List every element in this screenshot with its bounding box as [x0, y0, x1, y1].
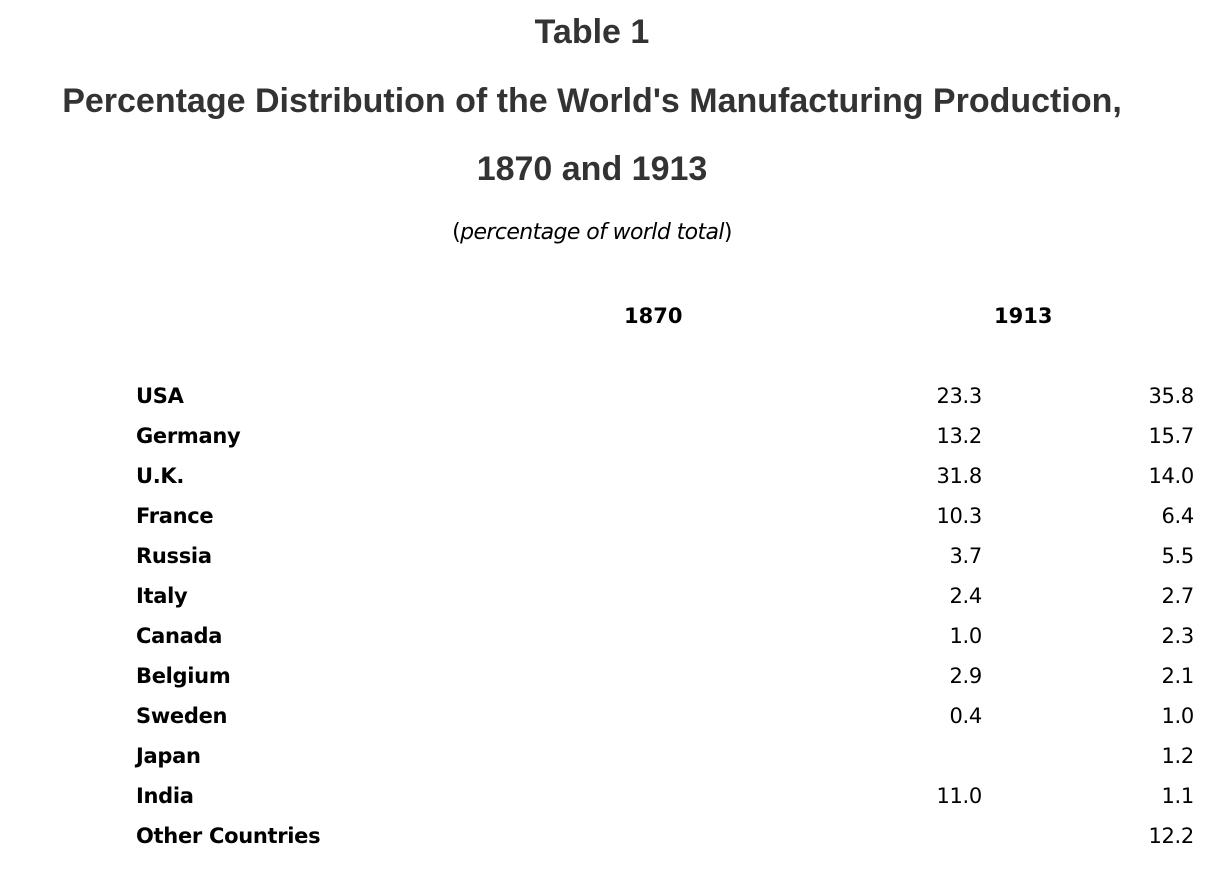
value-1870-cell: 23.3 [936, 384, 982, 408]
header-spacer [122, 336, 1194, 376]
country-cell: Belgium [136, 664, 231, 688]
subtitle-open-paren: ( [452, 220, 461, 245]
country-cell: Russia [136, 544, 212, 568]
table-row: Italy 2.4 2.7 [122, 576, 1194, 616]
subtitle-text: percentage of world total [460, 220, 724, 245]
header-1913: 1913 [994, 304, 1053, 328]
country-cell: Italy [136, 584, 188, 608]
value-1870-cell: 31.8 [936, 464, 982, 488]
value-1913-cell: 1.1 [1161, 784, 1195, 808]
table-row: Germany 13.2 15.7 [122, 416, 1194, 456]
value-1870-cell: 0.4 [949, 704, 983, 728]
country-cell: India [136, 784, 194, 808]
value-1913-cell: 6.4 [1161, 504, 1195, 528]
subtitle-close-paren: ) [723, 220, 733, 245]
country-cell: France [136, 504, 214, 528]
country-cell: Germany [136, 424, 241, 448]
value-1913-cell: 1.2 [1161, 744, 1195, 768]
country-cell: Sweden [136, 704, 228, 728]
table-row: Canada 1.0 2.3 [122, 616, 1194, 656]
value-1913-cell: 1.0 [1161, 704, 1195, 728]
table-row: Japan 1.2 [122, 736, 1194, 776]
value-1913-cell: 2.7 [1161, 584, 1195, 608]
value-1870-cell: 13.2 [936, 424, 982, 448]
value-1913-cell: 14.0 [1148, 464, 1194, 488]
table-row: Russia 3.7 5.5 [122, 536, 1194, 576]
country-cell: Japan [136, 744, 201, 768]
country-cell: U.K. [136, 464, 185, 488]
table-row: USA 23.3 35.8 [122, 376, 1194, 416]
value-1913-cell: 12.2 [1148, 824, 1194, 848]
table-row: Other Countries 12.2 [122, 816, 1194, 856]
table-row: France 10.3 6.4 [122, 496, 1194, 536]
value-1913-cell: 35.8 [1148, 384, 1194, 408]
value-1870-cell: 3.7 [949, 544, 983, 568]
document-title: Percentage Distribution of the World's M… [62, 82, 1122, 120]
header-1870: 1870 [624, 304, 683, 328]
value-1913-cell: 2.3 [1161, 624, 1195, 648]
value-1870-cell: 1.0 [949, 624, 983, 648]
table-row: Belgium 2.9 2.1 [122, 656, 1194, 696]
value-1870-cell: 2.9 [949, 664, 983, 688]
value-1913-cell: 2.1 [1161, 664, 1195, 688]
table-row: U.K. 31.8 14.0 [122, 456, 1194, 496]
value-1870-cell [526, 736, 994, 776]
value-1913-cell: 5.5 [1161, 544, 1195, 568]
value-1913-cell: 15.7 [1148, 424, 1194, 448]
table-subtitle: (percentage of world total) [0, 219, 1184, 247]
table-label: Table 1 [534, 13, 650, 51]
value-1870-cell: 10.3 [936, 504, 982, 528]
manufacturing-table: 1870 1913 USA 23.3 35.8 Germany 13.2 15.7 U.K.… [122, 296, 1194, 856]
table-body: USA 23.3 35.8 Germany 13.2 15.7 U.K. 31.8 14.0 Fr… [122, 376, 1194, 856]
country-cell: Canada [136, 624, 223, 648]
header-country [122, 296, 526, 336]
value-1870-cell [526, 816, 994, 856]
value-1870-cell: 11.0 [936, 784, 982, 808]
table-row: Sweden 0.4 1.0 [122, 696, 1194, 736]
table-header-row: 1870 1913 [122, 296, 1194, 336]
document-title-years: 1870 and 1913 [476, 150, 708, 188]
value-1870-cell: 2.4 [949, 584, 983, 608]
table-row: India 11.0 1.1 [122, 776, 1194, 816]
country-cell: Other Countries [136, 824, 321, 848]
country-cell: USA [136, 384, 184, 408]
